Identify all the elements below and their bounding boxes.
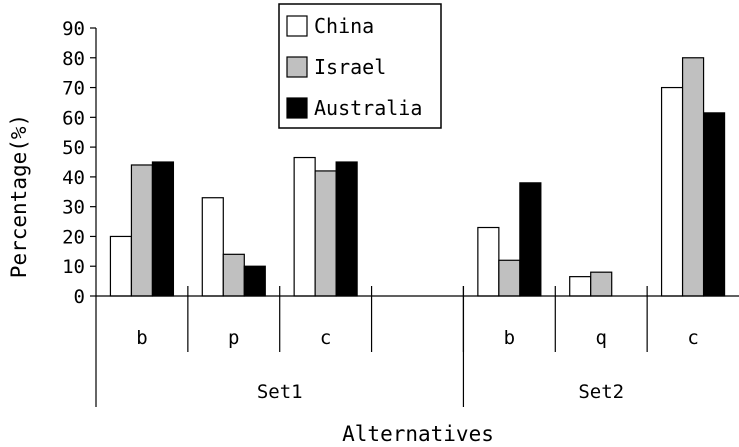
legend-swatch-israel (286, 56, 308, 78)
x-category-label: b (504, 327, 515, 349)
y-tick-label: 90 (62, 18, 85, 40)
x-category-label: b (136, 327, 147, 349)
legend-swatch-china (286, 15, 308, 37)
y-tick-label: 60 (62, 107, 85, 129)
bar-israel-4 (498, 259, 521, 297)
bar-australia-0 (151, 161, 175, 297)
legend-label-australia: Australia (314, 96, 422, 120)
bar-israel-6 (681, 57, 705, 297)
bar-china-2 (293, 156, 316, 297)
bar-china-0 (109, 235, 133, 297)
x-axis-title: Alternatives (342, 422, 494, 446)
bar-israel-1 (222, 253, 245, 297)
bar-china-6 (660, 86, 684, 297)
bar-china-4 (477, 226, 500, 297)
x-group-label: Set2 (578, 381, 624, 403)
y-tick-label: 40 (62, 167, 85, 189)
bar-china-5 (569, 276, 592, 297)
x-category-label: c (687, 327, 698, 349)
legend: China Israel Australia (278, 3, 442, 129)
y-tick-label: 20 (62, 226, 85, 248)
y-tick-label: 70 (62, 78, 85, 100)
x-category-label: c (320, 327, 331, 349)
bar-israel-2 (314, 170, 337, 297)
y-tick-label: 80 (62, 48, 85, 70)
y-tick-label: 30 (62, 197, 85, 219)
y-axis: 0 10 20 30 40 50 60 70 80 90 (62, 18, 97, 407)
legend-label-israel: Israel (314, 55, 386, 79)
bar-australia-1 (243, 265, 266, 297)
bar-australia-6 (702, 112, 726, 297)
x-category-label: p (228, 327, 239, 349)
x-category-label: q (595, 327, 606, 349)
legend-swatch-australia (286, 97, 308, 119)
y-tick-label: 10 (62, 256, 85, 278)
y-tick-label: 0 (74, 286, 85, 308)
bar-australia-2 (335, 161, 358, 297)
bar-australia-4 (519, 182, 542, 297)
bar-israel-0 (130, 164, 154, 297)
x-group-label: Set1 (257, 381, 303, 403)
bar-israel-5 (590, 271, 613, 297)
y-tick-label: 50 (62, 137, 85, 159)
x-axis: b p c b q c Set1 Set2 (96, 286, 739, 407)
legend-label-china: China (314, 14, 374, 38)
bar-china-1 (201, 197, 224, 297)
y-axis-title: Percentage(%) (7, 114, 31, 278)
